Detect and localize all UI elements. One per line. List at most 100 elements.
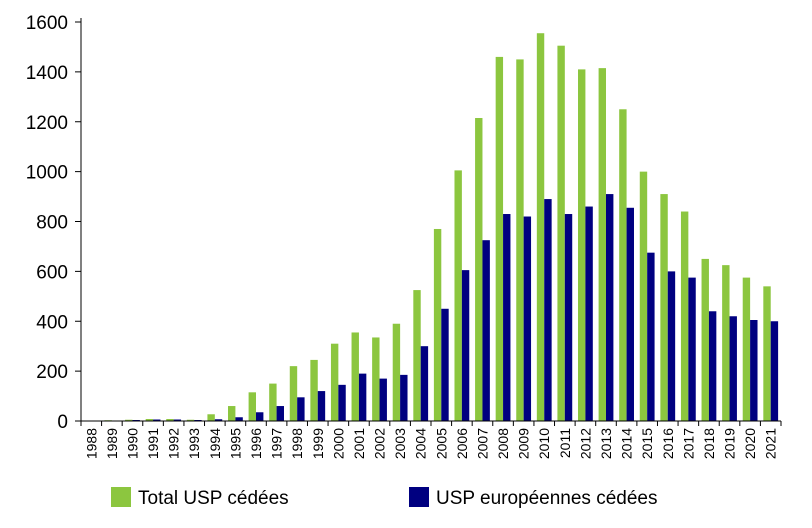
x-tick-label-1991: 1991 — [145, 428, 161, 459]
bar-total-2006 — [454, 170, 462, 421]
bar-european-2010 — [544, 199, 552, 421]
bar-european-2017 — [688, 277, 696, 421]
bar-total-2009 — [516, 59, 524, 421]
bar-european-2005 — [441, 308, 449, 421]
x-tick-label-1996: 1996 — [248, 428, 264, 459]
bar-european-1994 — [214, 419, 223, 421]
bar-european-2021 — [770, 321, 779, 421]
bar-total-1996 — [248, 392, 256, 421]
y-tick-label-200: 200 — [36, 362, 68, 383]
x-tick-label-2014: 2014 — [619, 428, 635, 459]
bar-european-1995 — [235, 417, 243, 421]
bar-total-1993 — [186, 419, 195, 421]
x-tick-label-2010: 2010 — [536, 428, 552, 459]
y-axis: 0 200 400 600 800 1000 1200 1400 1600 — [26, 13, 82, 433]
bar-european-1991 — [153, 419, 161, 421]
bars-group — [83, 33, 779, 422]
x-tick-label-1994: 1994 — [207, 428, 223, 459]
bar-european-2008 — [503, 214, 511, 421]
bar-total-2013 — [598, 68, 606, 421]
bar-total-2014 — [619, 109, 627, 421]
y-tick-label-1200: 1200 — [26, 113, 68, 134]
x-tick-label-2021: 2021 — [763, 428, 779, 459]
bar-european-2001 — [358, 373, 367, 421]
bar-total-2003 — [392, 323, 401, 421]
x-tick-label-2009: 2009 — [516, 428, 532, 459]
bar-european-2020 — [750, 320, 758, 421]
bar-total-2016 — [660, 194, 668, 421]
legend-label-european: USP européennes cédées — [436, 488, 657, 509]
x-tick-label-2017: 2017 — [680, 428, 696, 459]
bar-total-2021 — [763, 286, 771, 421]
legend-label-total: Total USP cédées — [138, 488, 289, 509]
x-tick-label-1990: 1990 — [124, 428, 140, 459]
x-tick-label-2016: 2016 — [660, 428, 676, 459]
y-tick-label-400: 400 — [36, 312, 68, 333]
bar-total-1997 — [269, 383, 277, 421]
bar-european-2009 — [523, 216, 532, 421]
bar-european-2007 — [482, 240, 490, 421]
bar-european-1997 — [276, 406, 284, 421]
bar-total-2005 — [433, 228, 442, 421]
x-tick-label-1998: 1998 — [289, 428, 305, 459]
y-tick-label-1600: 1600 — [26, 13, 68, 34]
legend-swatch-european — [409, 487, 429, 507]
bar-total-2017 — [680, 211, 689, 421]
bar-total-1994 — [207, 414, 215, 421]
x-axis: 1988 1989 1990 1991 1992 1993 1994 1995 1996 1997… — [80, 420, 782, 459]
bar-total-2000 — [330, 343, 339, 421]
x-tick-label-2004: 2004 — [413, 428, 429, 459]
bar-european-2002 — [379, 378, 387, 421]
x-tick-label-2012: 2012 — [577, 428, 593, 459]
bar-european-2011 — [564, 214, 573, 421]
x-tick-label-2013: 2013 — [598, 428, 614, 459]
bar-total-1995 — [228, 406, 236, 421]
x-tick-label-2006: 2006 — [454, 428, 470, 459]
bar-total-2010 — [536, 33, 545, 421]
x-tick-label-2019: 2019 — [722, 428, 738, 459]
bar-european-2015 — [647, 252, 655, 421]
bar-total-2020 — [742, 277, 751, 421]
bar-european-2004 — [420, 346, 429, 421]
bar-european-2016 — [667, 271, 676, 422]
bar-total-2015 — [639, 171, 648, 422]
bar-european-2006 — [461, 270, 470, 421]
bar-european-2014 — [626, 207, 634, 421]
y-tick-label-0: 0 — [57, 412, 68, 433]
x-tick-label-2008: 2008 — [495, 428, 511, 459]
bar-total-2018 — [701, 258, 709, 421]
x-tick-label-2015: 2015 — [639, 428, 655, 459]
y-tick-label-800: 800 — [36, 213, 68, 234]
bar-total-1990 — [125, 419, 133, 421]
x-tick-label-2018: 2018 — [701, 428, 717, 459]
bar-european-2000 — [338, 384, 346, 421]
bar-european-1999 — [317, 391, 326, 421]
x-tick-label-1997: 1997 — [269, 428, 285, 459]
bar-total-2007 — [475, 118, 483, 421]
x-tick-label-1988: 1988 — [83, 428, 99, 459]
x-tick-label-2005: 2005 — [433, 428, 449, 459]
x-tick-label-2000: 2000 — [330, 428, 346, 459]
x-tick-label-2003: 2003 — [392, 428, 408, 459]
x-tick-label-1992: 1992 — [166, 428, 182, 459]
bar-total-2001 — [351, 332, 359, 421]
bar-total-1999 — [310, 359, 318, 421]
x-tick-label-1999: 1999 — [310, 428, 326, 459]
x-tick-label-1989: 1989 — [104, 428, 120, 459]
y-tick-label-600: 600 — [36, 262, 68, 283]
x-tick-label-2011: 2011 — [557, 428, 573, 458]
bar-european-1998 — [297, 397, 305, 421]
bar-total-2002 — [372, 337, 380, 421]
y-tick-label-1400: 1400 — [26, 63, 68, 84]
bar-total-1991 — [145, 419, 154, 421]
x-tick-label-2002: 2002 — [372, 428, 388, 459]
x-tick-label-1993: 1993 — [186, 428, 202, 459]
bar-european-2019 — [729, 316, 737, 421]
bar-total-2004 — [413, 290, 421, 421]
bar-european-2003 — [400, 374, 408, 421]
bar-total-2008 — [495, 56, 504, 421]
bar-european-1996 — [256, 412, 264, 421]
bar-total-1992 — [166, 419, 174, 421]
bar-total-2019 — [722, 265, 730, 421]
